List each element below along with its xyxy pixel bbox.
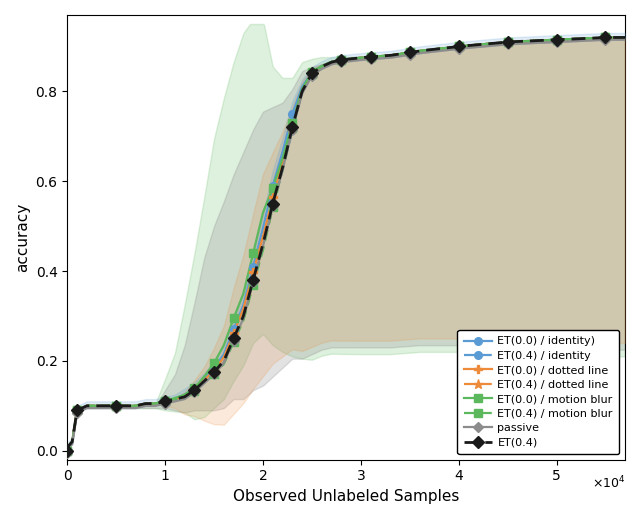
Text: $\times 10^4$: $\times 10^4$ (591, 475, 625, 491)
Y-axis label: accuracy: accuracy (15, 203, 30, 272)
X-axis label: Observed Unlabeled Samples: Observed Unlabeled Samples (233, 489, 460, 504)
Legend: ET(0.0) / identity), ET(0.4) / identity, ET(0.0) / dotted line, ET(0.4) / dotted: ET(0.0) / identity), ET(0.4) / identity,… (458, 330, 620, 454)
